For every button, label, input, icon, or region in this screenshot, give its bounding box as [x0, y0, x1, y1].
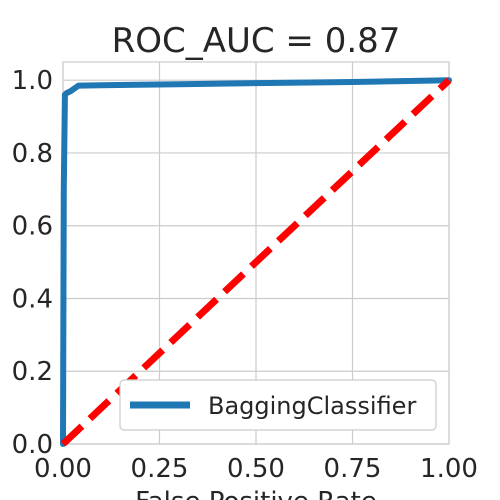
- y-tick-label: 0.4: [12, 284, 53, 314]
- chart-title: ROC_AUC = 0.87: [112, 21, 401, 61]
- x-tick-label: 0.25: [131, 454, 189, 484]
- y-tick-label: 0.8: [12, 139, 53, 169]
- y-tick-label: 0.2: [12, 357, 53, 387]
- x-tick-label: 0.75: [324, 454, 382, 484]
- y-tick-label: 0.6: [12, 212, 53, 242]
- roc-curve-line: [60, 77, 452, 447]
- x-tick-label: 0.50: [227, 454, 285, 484]
- x-tick-label: 0.00: [34, 454, 92, 484]
- x-axis-label: False Positive Rate: [135, 487, 377, 500]
- tick-labels: 0.00 0.25 0.50 0.75 1.00 0.0 0.2 0.4 0.6 0.8 1.0: [12, 66, 478, 484]
- y-tick-label: 0.0: [12, 430, 53, 460]
- y-tick-label: 1.0: [12, 66, 53, 96]
- legend-label-baggingclassifier: BaggingClassifier: [208, 392, 416, 420]
- legend-box: [119, 379, 437, 431]
- legend: BaggingClassifier: [119, 379, 437, 431]
- x-tick-label: 1.00: [420, 454, 478, 484]
